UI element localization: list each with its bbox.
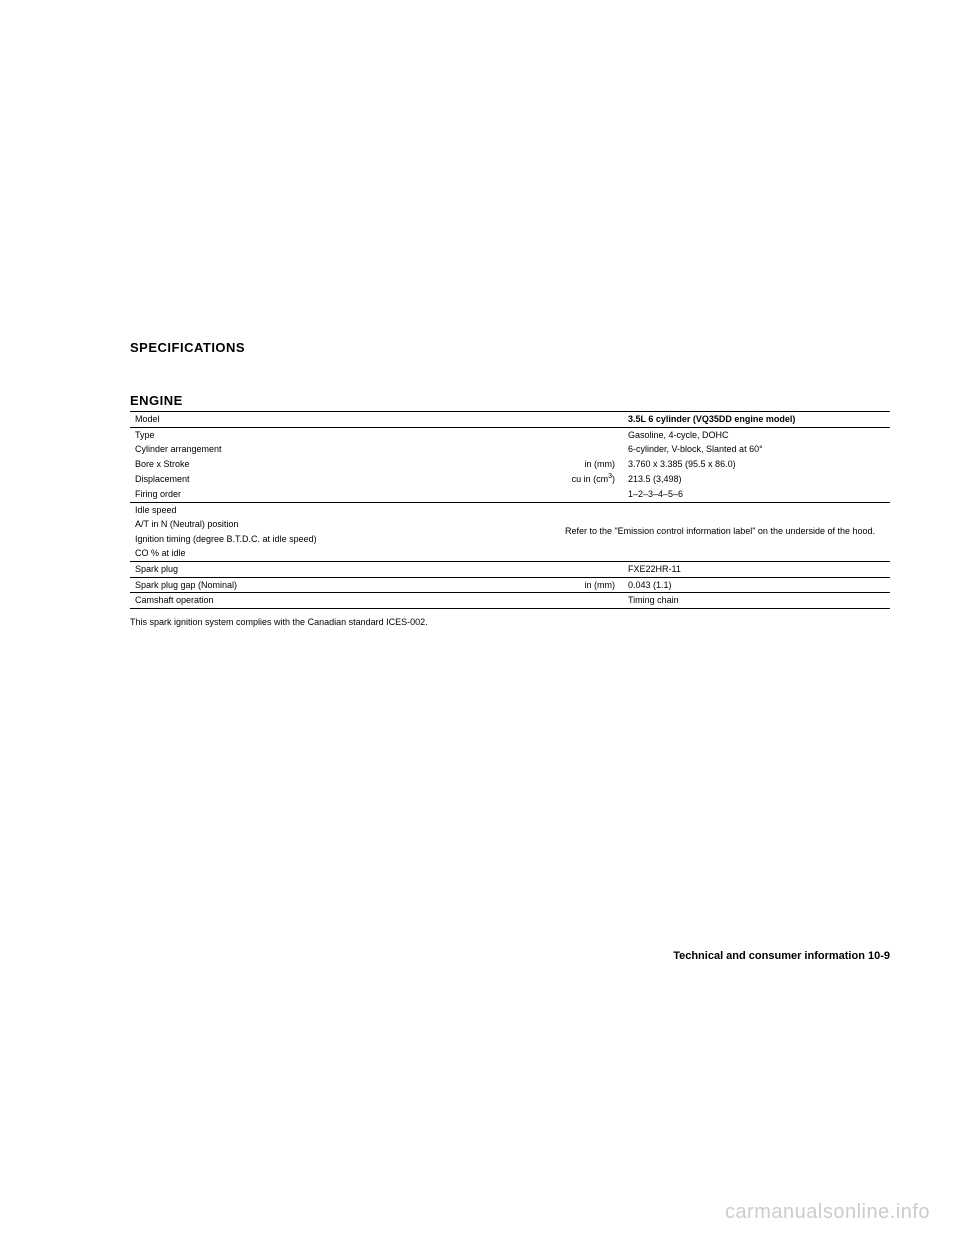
spec-unit: [550, 487, 620, 502]
table-row: Displacement cu in (cm3) 213.5 (3,498): [130, 471, 890, 487]
refer-text: Refer to the "Emission control informati…: [550, 502, 890, 561]
spec-label: Idle speed: [130, 502, 550, 517]
table-row: Bore x Stroke in (mm) 3.760 x 3.385 (95.…: [130, 457, 890, 472]
spec-value: 3.5L 6 cylinder (VQ35DD engine model): [620, 412, 890, 428]
spec-label: Model: [130, 412, 550, 428]
spec-label: Displacement: [130, 471, 550, 487]
table-row: Spark plug FXE22HR-11: [130, 561, 890, 577]
spec-label: Spark plug: [130, 561, 550, 577]
spec-unit: cu in (cm3): [550, 471, 620, 487]
engine-spec-table: Model 3.5L 6 cylinder (VQ35DD engine mod…: [130, 411, 890, 609]
spec-label: Bore x Stroke: [130, 457, 550, 472]
spec-label: Type: [130, 427, 550, 442]
page-footer: Technical and consumer information 10-9: [673, 950, 890, 962]
spec-unit: [550, 412, 620, 428]
spec-label: CO % at idle: [130, 546, 550, 561]
table-row: Cylinder arrangement 6-cylinder, V-block…: [130, 442, 890, 457]
spec-unit: [550, 593, 620, 609]
spec-value: Gasoline, 4-cycle, DOHC: [620, 427, 890, 442]
spec-value: FXE22HR-11: [620, 561, 890, 577]
table-row: Model 3.5L 6 cylinder (VQ35DD engine mod…: [130, 412, 890, 428]
specifications-header: SPECIFICATIONS: [130, 340, 890, 355]
spec-unit: [550, 427, 620, 442]
table-row: Idle speed Refer to the "Emission contro…: [130, 502, 890, 517]
spec-unit: [550, 442, 620, 457]
spec-unit: in (mm): [550, 577, 620, 593]
spec-value: 0.043 (1.1): [620, 577, 890, 593]
spec-value: 6-cylinder, V-block, Slanted at 60°: [620, 442, 890, 457]
spec-label: A/T in N (Neutral) position: [130, 517, 550, 532]
table-row: Camshaft operation Timing chain: [130, 593, 890, 609]
engine-header: ENGINE: [130, 393, 890, 408]
spec-label: Firing order: [130, 487, 550, 502]
footnote: This spark ignition system complies with…: [130, 617, 890, 627]
spec-label: Spark plug gap (Nominal): [130, 577, 550, 593]
spec-unit: in (mm): [550, 457, 620, 472]
table-row: Firing order 1–2–3–4–5–6: [130, 487, 890, 502]
spec-label: Cylinder arrangement: [130, 442, 550, 457]
spec-unit: [550, 561, 620, 577]
spec-value: 3.760 x 3.385 (95.5 x 86.0): [620, 457, 890, 472]
table-row: Spark plug gap (Nominal) in (mm) 0.043 (…: [130, 577, 890, 593]
spec-value: 213.5 (3,498): [620, 471, 890, 487]
watermark: carmanualsonline.info: [725, 1201, 930, 1224]
spec-label: Camshaft operation: [130, 593, 550, 609]
spec-value: 1–2–3–4–5–6: [620, 487, 890, 502]
spec-label: Ignition timing (degree B.T.D.C. at idle…: [130, 532, 550, 547]
table-row: Type Gasoline, 4-cycle, DOHC: [130, 427, 890, 442]
spec-value: Timing chain: [620, 593, 890, 609]
